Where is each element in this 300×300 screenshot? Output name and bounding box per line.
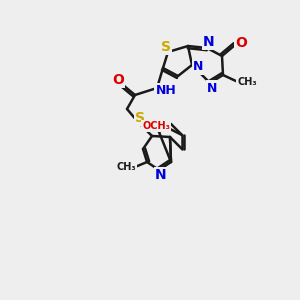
Text: NH: NH: [156, 85, 176, 98]
Text: N: N: [207, 82, 217, 94]
Text: CH₃: CH₃: [116, 162, 136, 172]
Text: N: N: [203, 35, 215, 49]
Text: S: S: [135, 111, 145, 125]
Text: N: N: [155, 168, 167, 182]
Text: N: N: [193, 61, 203, 74]
Text: CH₃: CH₃: [237, 77, 257, 87]
Text: O: O: [235, 36, 247, 50]
Text: S: S: [161, 40, 171, 54]
Text: O: O: [112, 73, 124, 87]
Text: OCH₃: OCH₃: [142, 121, 170, 131]
